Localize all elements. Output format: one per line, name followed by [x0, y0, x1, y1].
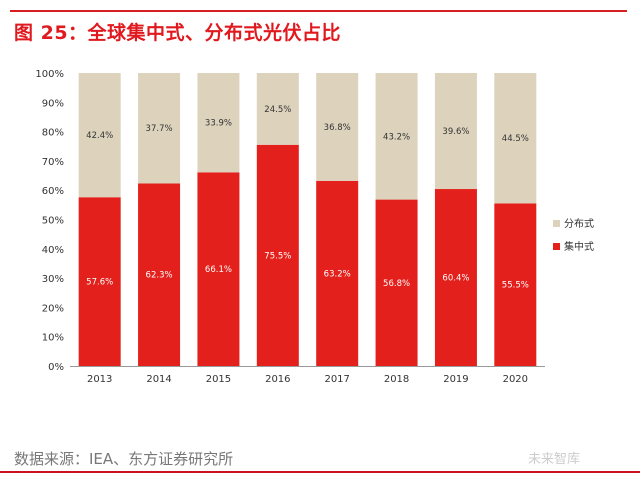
y-tick-label: 40%: [42, 245, 64, 256]
source-note: 数据来源：IEA、东方证券研究所: [14, 450, 234, 468]
bar-distributed: [138, 73, 181, 184]
bar-distributed: [494, 73, 537, 204]
bottom-rule: [0, 471, 640, 473]
bar-distributed: [197, 73, 240, 173]
bar-centralized: [78, 197, 121, 366]
legend-swatch: [553, 243, 560, 250]
data-label: 75.5%: [264, 251, 291, 261]
x-tick-label: 2020: [503, 374, 528, 385]
x-tick-label: 2017: [324, 374, 349, 385]
y-tick-label: 60%: [42, 186, 64, 197]
data-label: 42.4%: [86, 131, 113, 141]
data-label: 55.5%: [502, 281, 529, 291]
data-label: 66.1%: [205, 265, 232, 275]
data-label: 33.9%: [205, 119, 232, 129]
y-tick-label: 70%: [42, 157, 64, 168]
x-tick-label: 2018: [384, 374, 409, 385]
data-label: 60.4%: [442, 274, 469, 284]
bar-distributed: [256, 73, 299, 145]
bar-centralized: [138, 183, 181, 366]
bar-centralized: [434, 189, 477, 366]
y-tick-label: 50%: [42, 216, 64, 227]
data-label: 24.5%: [264, 105, 291, 115]
legend-label: 集中式: [564, 240, 594, 253]
bar-distributed: [434, 73, 477, 190]
x-tick-label: 2013: [87, 374, 112, 385]
y-tick-label: 0%: [48, 362, 64, 373]
stacked-bar-chart: 0% 10% 20% 30% 40% 50% 60% 70% 80% 90% 100% 57.6% 42…: [35, 69, 594, 385]
data-label: 63.2%: [324, 269, 351, 279]
bar-centralized: [316, 180, 359, 366]
watermark: 未来智库: [528, 452, 581, 467]
data-label: 43.2%: [383, 132, 410, 142]
data-label: 57.6%: [86, 278, 113, 288]
y-tick-label: 10%: [42, 333, 64, 344]
chart-title: 图 25：全球集中式、分布式光伏占比: [14, 22, 342, 44]
x-tick-label: 2014: [146, 374, 171, 385]
data-label: 56.8%: [383, 279, 410, 289]
y-tick-label: 90%: [42, 98, 64, 109]
data-label: 37.7%: [146, 124, 173, 134]
y-tick-label: 100%: [35, 69, 64, 80]
data-label: 36.8%: [324, 123, 351, 133]
top-rule: [10, 10, 627, 12]
bar-distributed: [78, 73, 121, 198]
x-tick-label: 2016: [265, 374, 290, 385]
y-tick-label: 30%: [42, 274, 64, 285]
bar-centralized: [197, 172, 240, 366]
data-label: 44.5%: [502, 134, 529, 144]
bar-centralized: [375, 199, 418, 366]
data-label: 62.3%: [146, 271, 173, 281]
bar-centralized: [256, 144, 299, 366]
x-tick-label: 2015: [206, 374, 231, 385]
legend-swatch: [553, 220, 560, 227]
y-tick-label: 20%: [42, 303, 64, 314]
y-tick-label: 80%: [42, 128, 64, 139]
data-label: 39.6%: [442, 127, 469, 137]
bar-centralized: [494, 203, 537, 366]
bar-distributed: [375, 73, 418, 200]
x-tick-label: 2019: [443, 374, 468, 385]
bar-distributed: [316, 73, 359, 181]
legend-label: 分布式: [564, 217, 594, 230]
